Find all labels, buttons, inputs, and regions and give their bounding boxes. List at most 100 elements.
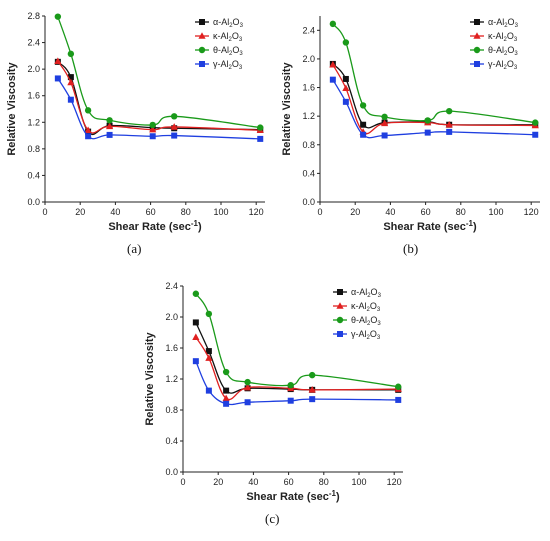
data-point bbox=[424, 117, 431, 124]
data-point bbox=[67, 50, 75, 58]
chart-panel-c: 0 20 40 60 80 100 120 0.0 0.4 0.8 1.2 1.6 2.0 2.4 Shea… bbox=[138, 270, 413, 515]
legend-sub: 3 bbox=[514, 37, 518, 43]
legend-mid: O bbox=[507, 45, 514, 55]
x-tick-label: 120 bbox=[524, 207, 539, 217]
data-point bbox=[446, 128, 453, 135]
legend-sub: 2 bbox=[229, 37, 233, 43]
x-axis-title: Shear Rate (sec-1) bbox=[108, 219, 202, 233]
series-2 bbox=[54, 13, 264, 131]
y-tick-label: 1.2 bbox=[27, 117, 40, 127]
legend-label: α-Al2O3 bbox=[488, 17, 519, 29]
legend-sub: 2 bbox=[229, 51, 233, 57]
x-tick-label: 100 bbox=[351, 477, 366, 487]
x-tick-label: 20 bbox=[350, 207, 360, 217]
legend-sub: 3 bbox=[514, 51, 518, 57]
legend-sub: 3 bbox=[377, 321, 381, 327]
y-tick-label: 0.8 bbox=[302, 140, 315, 150]
legend-sub: 2 bbox=[229, 65, 233, 71]
data-point bbox=[149, 125, 157, 133]
legend-marker bbox=[336, 316, 344, 324]
x-tick-label: 0 bbox=[42, 207, 47, 217]
series-2 bbox=[192, 290, 402, 390]
chart-c: 0 20 40 60 80 100 120 0.0 0.4 0.8 1.2 1.6 2.0 2.4 Shea… bbox=[144, 281, 403, 503]
legend-mid: O bbox=[370, 329, 377, 339]
legend-sub: 2 bbox=[504, 51, 508, 57]
legend-marker bbox=[474, 61, 480, 67]
legend-mid: O bbox=[371, 287, 378, 297]
x-axis-title-sup: -1 bbox=[191, 219, 199, 228]
data-point bbox=[243, 383, 252, 391]
data-point bbox=[149, 121, 156, 129]
legend-mid: O bbox=[233, 17, 240, 27]
y-tick-label: 0.0 bbox=[27, 197, 40, 207]
y-tick-label: 0.4 bbox=[165, 436, 178, 446]
data-point bbox=[287, 382, 294, 389]
data-point bbox=[105, 122, 114, 130]
data-point bbox=[54, 13, 62, 20]
legend-marker bbox=[199, 19, 205, 25]
data-point bbox=[106, 131, 113, 138]
y-tick-label: 0.0 bbox=[165, 467, 178, 477]
legend-label: θ-Al2O3 bbox=[213, 45, 243, 57]
data-point bbox=[395, 383, 402, 390]
data-point bbox=[222, 394, 230, 402]
legend-sub: 3 bbox=[239, 65, 243, 71]
y-tick-label: 2.0 bbox=[27, 64, 40, 74]
data-point bbox=[244, 378, 251, 386]
data-point bbox=[192, 333, 200, 340]
legend-label: α-Al2O3 bbox=[213, 17, 244, 29]
data-point bbox=[84, 126, 92, 134]
x-axis-title: Shear Rate (sec-1) bbox=[383, 219, 477, 233]
x-tick-label: 20 bbox=[75, 207, 85, 217]
y-tick-label: 2.0 bbox=[302, 54, 315, 64]
y-tick-label: 2.8 bbox=[27, 11, 40, 21]
legend-marker bbox=[337, 289, 343, 295]
x-tick-label: 40 bbox=[248, 477, 258, 487]
legend: α-Al2O3 κ-Al2O3 θ-Al2O3 γ-Al2O3 bbox=[470, 17, 519, 71]
data-point bbox=[85, 133, 92, 140]
series-3 bbox=[329, 76, 539, 139]
x-tick-label: 60 bbox=[146, 207, 156, 217]
data-point bbox=[54, 57, 62, 64]
data-point bbox=[106, 117, 113, 124]
chart-panel-a: 0 20 40 60 80 100 120 0.0 0.4 0.8 1.2 1.6 2.0 2.4 2.8 S… bbox=[0, 0, 275, 245]
y-tick-label: 1.6 bbox=[165, 343, 178, 353]
data-point bbox=[360, 121, 367, 128]
data-point bbox=[192, 290, 200, 297]
data-point bbox=[223, 387, 230, 394]
data-point bbox=[329, 60, 337, 68]
x-tick-label: 0 bbox=[317, 207, 322, 217]
y-tick-label: 2.4 bbox=[27, 38, 40, 48]
legend-sub: 2 bbox=[367, 335, 371, 341]
x-axis-title-sup: -1 bbox=[329, 489, 337, 498]
y-axis-title: Relative Viscosity bbox=[281, 61, 293, 155]
y-tick-label: 1.2 bbox=[302, 111, 315, 121]
y-tick-label: 2.4 bbox=[302, 25, 315, 35]
data-point bbox=[257, 135, 264, 142]
legend-sub: 2 bbox=[504, 23, 508, 29]
legend-marker bbox=[473, 46, 481, 54]
data-point bbox=[67, 78, 75, 86]
y-tick-label: 1.2 bbox=[165, 374, 178, 384]
x-tick-label: 40 bbox=[385, 207, 395, 217]
legend-label: α-Al2O3 bbox=[351, 287, 382, 299]
chart-a: 0 20 40 60 80 100 120 0.0 0.4 0.8 1.2 1.6 2.0 2.4 2.8 S… bbox=[6, 11, 265, 233]
data-point bbox=[395, 396, 402, 403]
legend-sub: 2 bbox=[367, 307, 371, 313]
x-tick-label: 20 bbox=[213, 477, 223, 487]
x-tick-label: 120 bbox=[387, 477, 402, 487]
data-point bbox=[359, 102, 367, 109]
y-tick-label: 1.6 bbox=[302, 83, 315, 93]
data-point bbox=[342, 75, 349, 82]
caption-b: (b) bbox=[403, 241, 419, 256]
data-point bbox=[170, 113, 178, 120]
data-point bbox=[67, 74, 74, 81]
data-point bbox=[342, 84, 350, 92]
x-tick-label: 100 bbox=[488, 207, 503, 217]
legend-sub: 3 bbox=[378, 293, 382, 299]
legend-label: κ-Al2O3 bbox=[488, 31, 518, 43]
legend-sub: 3 bbox=[240, 23, 244, 29]
data-point bbox=[329, 76, 336, 83]
legend-mid: O bbox=[370, 315, 377, 325]
data-point bbox=[205, 387, 212, 394]
